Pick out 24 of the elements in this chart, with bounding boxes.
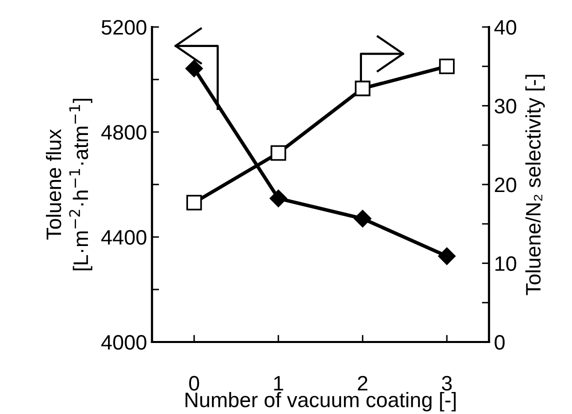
- x-tick-label: 1: [274, 376, 284, 390]
- x-tick-label: 3: [442, 376, 452, 391]
- x-axis-title: Number of vacuum coating [-]: [186, 392, 456, 412]
- point: [354, 80, 370, 96]
- y-tick-label: 4800: [101, 125, 146, 140]
- y-tick-label: 4400: [101, 230, 146, 245]
- y2-axis-title: Toluene/N₂ selectivity [-]: [525, 74, 545, 296]
- point: [439, 58, 455, 74]
- y2-tick-label: 20: [494, 178, 516, 192]
- y-axis-title: Toluene flux [L·m$^{−2}$·h$^{−1}$·atm$^{−1}$]: [46, 98, 92, 270]
- point: [438, 247, 456, 265]
- point: [185, 60, 203, 78]
- point: [186, 194, 202, 210]
- y-tick-label: 4000: [101, 335, 146, 350]
- y2-tick-label: 10: [495, 256, 516, 272]
- y-tick-label: 5200: [102, 20, 146, 35]
- x-tick-label: 0: [189, 376, 200, 391]
- point: [270, 145, 286, 161]
- y2-tick-label: 30: [494, 98, 516, 114]
- y2-tick-label: 40: [494, 20, 516, 35]
- y2-tick-label: 0: [494, 335, 505, 350]
- point: [270, 190, 288, 208]
- point: [354, 210, 372, 228]
- x-tick-label: 2: [358, 376, 368, 390]
